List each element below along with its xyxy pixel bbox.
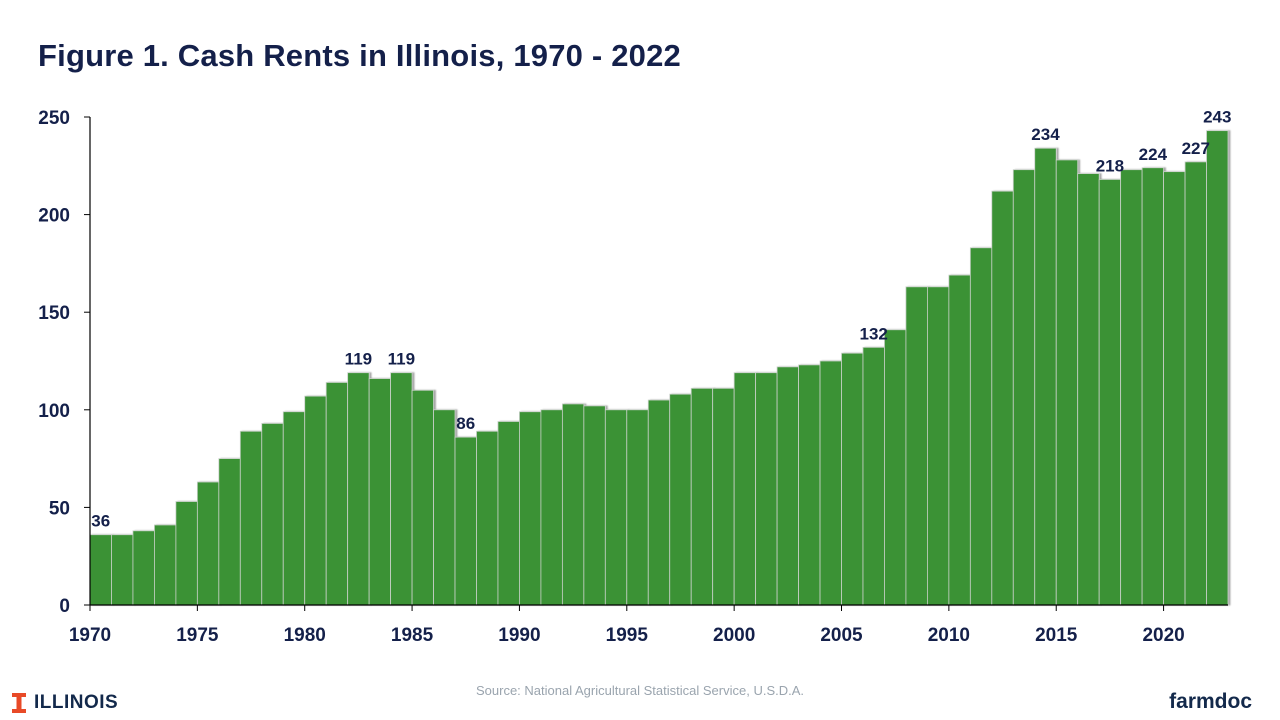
- x-tick-label: 1990: [498, 625, 540, 646]
- data-label-2021: 227: [1182, 139, 1210, 158]
- bar-1972: [132, 530, 155, 606]
- source-note: Source: National Agricultural Statistica…: [475, 683, 805, 698]
- data-label-2019: 224: [1139, 145, 1168, 164]
- chart-title: Figure 1. Cash Rents in Illinois, 1970 -…: [38, 38, 682, 73]
- bar-1989: [497, 421, 520, 606]
- bar-2015: [1055, 159, 1079, 606]
- bar-1978: [261, 423, 284, 606]
- data-label-1984: 119: [388, 350, 415, 369]
- bar-2000: [733, 372, 757, 606]
- bar-1975: [196, 481, 220, 606]
- labels-layer: 36 119 119 86 132 234 218 224 227 243: [91, 108, 1231, 531]
- bar-2011: [969, 247, 993, 606]
- bar-1973: [154, 524, 177, 606]
- data-label-1970: 36: [91, 512, 110, 531]
- data-label-1987: 86: [456, 414, 475, 433]
- y-tick-label: 250: [38, 108, 70, 129]
- bar-2001: [755, 372, 778, 606]
- bar-2007: [884, 329, 907, 606]
- bar-1984: [390, 372, 413, 606]
- x-tick-label: 1980: [284, 625, 326, 646]
- y-tick-label: 50: [49, 498, 70, 519]
- bar-2021: [1184, 161, 1207, 606]
- y-tick-label: 100: [38, 401, 70, 422]
- farmdoc-logo: farmdoc: [1169, 690, 1252, 713]
- bar-2017: [1098, 179, 1122, 606]
- bar-2020: [1163, 171, 1186, 606]
- bar-1974: [175, 501, 198, 606]
- x-tick-label: 2015: [1035, 625, 1078, 646]
- axes-layer: 0 50 100 150 200 250 1970 1975 1980 1985 1990 1995 2…: [38, 108, 1228, 646]
- bar-1979: [282, 411, 306, 606]
- bar-2008: [905, 286, 928, 606]
- bar-1988: [476, 430, 499, 606]
- bar-1994: [604, 409, 628, 606]
- bar-1992: [561, 403, 585, 606]
- bar-2002: [776, 366, 799, 606]
- illinois-logo: ILLINOIS: [12, 692, 118, 714]
- bar-1997: [669, 393, 692, 606]
- bar-1990: [519, 411, 542, 606]
- y-tick-label: 150: [38, 303, 70, 324]
- y-tick-label: 0: [59, 596, 70, 617]
- block-i-icon: [12, 693, 26, 713]
- illinois-logo-text: ILLINOIS: [34, 692, 119, 713]
- bar-1993: [583, 405, 606, 606]
- bar-1983: [368, 378, 392, 606]
- bar-1982: [347, 372, 370, 606]
- x-tick-label: 2020: [1142, 625, 1184, 646]
- bar-2016: [1077, 173, 1100, 606]
- x-tick-label: 1970: [69, 625, 111, 646]
- data-label-2014: 234: [1031, 125, 1060, 144]
- x-tick-label: 2005: [820, 625, 863, 646]
- data-label-2017: 218: [1096, 156, 1124, 175]
- y-tick-label: 200: [38, 206, 70, 227]
- bar-1976: [218, 458, 241, 606]
- x-tick-label: 1985: [391, 625, 434, 646]
- bar-1995: [626, 409, 649, 606]
- bar-1986: [433, 409, 456, 606]
- bar-1981: [325, 382, 349, 606]
- bar-2022: [1206, 130, 1229, 606]
- data-label-2006: 132: [860, 324, 888, 343]
- bar-1971: [111, 534, 134, 606]
- bar-1987: [454, 436, 477, 606]
- bar-1996: [647, 399, 671, 606]
- x-tick-label: 2010: [928, 625, 970, 646]
- bar-2019: [1141, 167, 1164, 606]
- bar-1998: [690, 387, 714, 606]
- bar-2018: [1120, 169, 1143, 606]
- bar-2013: [1012, 169, 1036, 606]
- bar-2006: [862, 346, 885, 606]
- data-label-2022: 243: [1203, 108, 1231, 127]
- bar-2012: [991, 190, 1014, 606]
- bar-1980: [304, 395, 327, 606]
- x-tick-label: 2000: [713, 625, 755, 646]
- bar-2010: [948, 274, 971, 606]
- x-tick-label: 1995: [606, 625, 649, 646]
- bar-2005: [841, 352, 864, 606]
- bar-2004: [819, 360, 842, 606]
- bar-1999: [712, 387, 735, 606]
- bars-layer: [89, 130, 1229, 606]
- bar-2014: [1034, 147, 1057, 606]
- bar-1970: [89, 534, 112, 606]
- bar-1977: [239, 430, 263, 606]
- x-tick-label: 1975: [176, 625, 219, 646]
- bar-1991: [540, 409, 563, 606]
- data-label-1982: 119: [345, 350, 372, 369]
- bar-2009: [927, 286, 950, 606]
- bar-2003: [798, 364, 821, 606]
- bar-1985: [411, 389, 434, 606]
